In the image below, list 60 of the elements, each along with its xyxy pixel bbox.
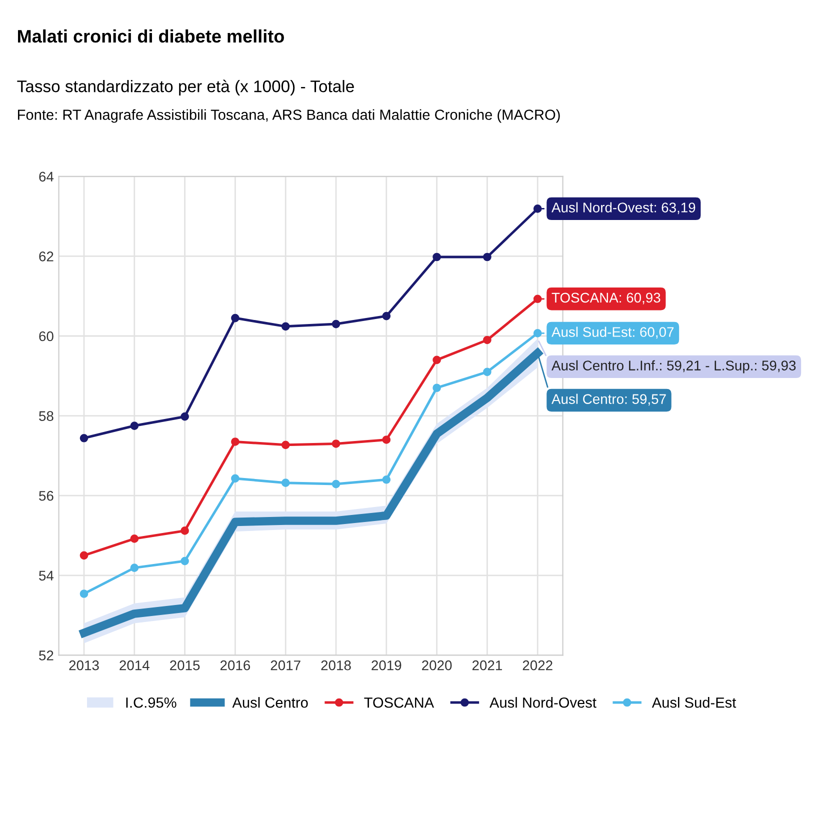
- annotation: Ausl Nord-Ovest: 63,19: [552, 202, 696, 214]
- point: [231, 438, 240, 446]
- source-note: Fonte: RT Anagrafe Assistibili Toscana, ARS Banca dati Malattie Croniche (MACRO): [18, 109, 560, 123]
- point: [332, 320, 340, 328]
- point: [483, 252, 492, 262]
- legend-label: Ausl Nord-Ovest: [490, 697, 596, 708]
- y-tick-label: 60: [39, 331, 54, 342]
- point: [281, 478, 290, 487]
- point: [80, 590, 88, 598]
- point: [483, 368, 492, 376]
- point: [281, 322, 290, 331]
- point: [332, 440, 340, 448]
- y-tick-label: 56: [39, 490, 54, 501]
- x-tick-label: 2013: [69, 660, 99, 670]
- point: [180, 526, 189, 535]
- point: [533, 329, 542, 338]
- point: [432, 356, 441, 364]
- x-tick-label: 2016: [220, 660, 250, 670]
- point: [130, 564, 139, 572]
- y-tick-label: 64: [39, 172, 54, 182]
- y-tick-label: 58: [39, 411, 54, 421]
- point: [382, 312, 391, 320]
- annotation: Ausl Centro L.Inf.: 59,21 - L.Sup.: 59,93: [552, 360, 796, 374]
- point: [130, 422, 139, 430]
- x-tick-label: 2020: [422, 660, 452, 670]
- x-tick-label: 2022: [522, 660, 552, 670]
- annotation: Ausl Centro: 59,57: [552, 394, 666, 406]
- point: [483, 336, 492, 344]
- point: [231, 314, 240, 322]
- x-tick-label: 2017: [270, 660, 300, 670]
- point: [332, 480, 340, 488]
- annotation: TOSCANA: 60,93: [552, 292, 660, 304]
- x-tick-label: 2019: [372, 660, 402, 670]
- y-tick-label: 54: [39, 570, 54, 581]
- point: [382, 436, 391, 444]
- x-tick-label: 2018: [321, 660, 351, 670]
- legend-label: TOSCANA: [364, 697, 434, 708]
- legend-label: Ausl Centro: [232, 697, 308, 708]
- point: [180, 412, 189, 421]
- y-tick-label: 52: [39, 650, 54, 660]
- point: [382, 475, 391, 484]
- point: [80, 434, 88, 442]
- x-tick-label: 2021: [472, 660, 502, 670]
- y-tick-label: 62: [39, 252, 54, 262]
- legend-title: I.C.95%: [126, 697, 176, 708]
- point: [281, 440, 290, 450]
- x-tick-label: 2015: [170, 660, 200, 670]
- point: [231, 474, 240, 483]
- point: [432, 384, 441, 392]
- point: [180, 556, 189, 566]
- annotation: Ausl Sud-Est: 60,07: [552, 326, 674, 339]
- chart-title: Malati cronici di diabete mellito: [18, 29, 284, 43]
- point: [533, 294, 542, 304]
- point: [80, 551, 88, 560]
- x-tick-label: 2014: [120, 660, 150, 670]
- point: [432, 252, 441, 262]
- legend-label: Ausl Sud-Est: [652, 697, 736, 708]
- point: [533, 204, 542, 213]
- chart-subtitle: Tasso standardizzato per età (x 1000) - Totale: [17, 80, 354, 96]
- point: [130, 534, 139, 543]
